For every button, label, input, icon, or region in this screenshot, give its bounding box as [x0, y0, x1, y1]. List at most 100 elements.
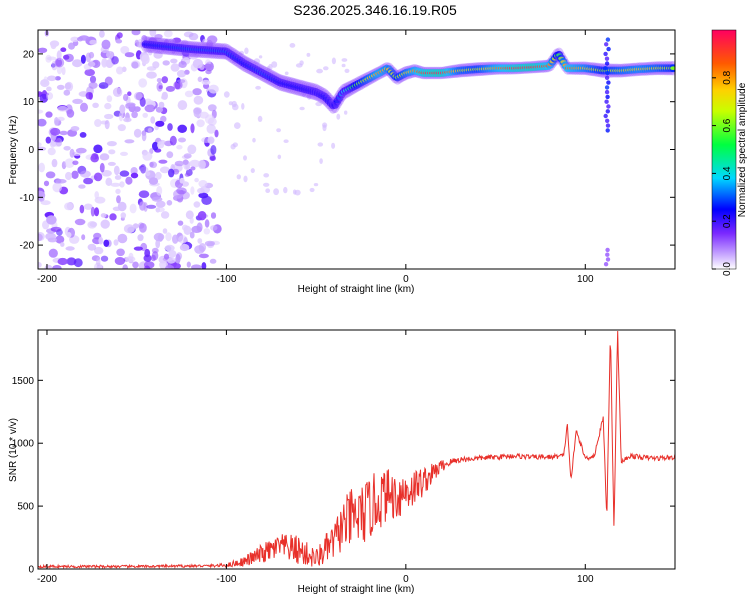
- noise-blob: [193, 201, 201, 208]
- noise-blob: [169, 135, 177, 146]
- noise-blob: [101, 39, 111, 50]
- noise-blob: [55, 235, 65, 244]
- noise-blob: [187, 144, 197, 155]
- noise-blob: [54, 76, 61, 81]
- y-tick-label: 1000: [12, 439, 35, 450]
- noise-blob: [331, 57, 336, 65]
- noise-blob: [64, 202, 73, 211]
- noise-blob: [66, 232, 72, 238]
- noise-blob: [100, 255, 109, 262]
- x-tick-label: 100: [577, 274, 594, 285]
- noise-blob: [283, 186, 288, 194]
- noise-blob: [131, 30, 141, 36]
- noise-blob: [139, 223, 147, 233]
- noise-blob: [158, 159, 168, 164]
- noise-blob: [236, 174, 241, 180]
- noise-blob: [189, 231, 195, 239]
- noise-blob: [118, 112, 124, 122]
- x-tick-label: -100: [216, 274, 236, 285]
- noise-blob: [83, 177, 94, 185]
- colorbar-tick-label: 0.8: [722, 70, 733, 84]
- noise-blob: [63, 89, 71, 96]
- noise-blob: [120, 151, 128, 156]
- noise-blob: [141, 54, 150, 65]
- noise-blob: [69, 148, 75, 158]
- spectrogram-marks: [38, 30, 675, 269]
- noise-blob: [79, 132, 87, 138]
- noise-blob: [40, 200, 51, 206]
- noise-blob: [160, 211, 170, 219]
- colorbar-gradient: [711, 29, 737, 270]
- streak-blob: [604, 75, 610, 81]
- noise-blob: [253, 58, 261, 65]
- noise-blob: [168, 250, 177, 258]
- noise-blob: [43, 180, 50, 187]
- noise-blob: [207, 104, 217, 112]
- noise-blob: [177, 220, 184, 226]
- noise-blob: [71, 170, 79, 179]
- noise-blob: [184, 90, 194, 98]
- noise-blob: [263, 173, 270, 178]
- noise-blob: [70, 126, 80, 132]
- noise-blob: [106, 95, 113, 103]
- noise-blob: [39, 93, 49, 103]
- noise-blob: [208, 84, 219, 94]
- colorbar-ticks: 0.0 0.2 0.4 0.6 0.8: [712, 70, 733, 276]
- noise-blob: [243, 155, 247, 161]
- noise-blob: [150, 254, 156, 262]
- noise-blob: [228, 101, 233, 106]
- noise-blob: [134, 39, 139, 47]
- noise-blob: [138, 190, 150, 198]
- noise-blob: [106, 141, 117, 147]
- noise-blob: [68, 42, 75, 50]
- noise-blob: [192, 88, 202, 96]
- y-tick-label: 0: [28, 145, 34, 156]
- noise-blob: [61, 66, 66, 76]
- noise-blob: [155, 120, 165, 127]
- noise-blob: [232, 103, 239, 111]
- noise-blob: [138, 78, 148, 88]
- noise-blob: [89, 39, 98, 45]
- noise-blob: [149, 161, 158, 169]
- x-tick-label: 100: [577, 574, 594, 585]
- noise-blob: [139, 97, 146, 107]
- noise-blob: [239, 50, 245, 56]
- noise-blob: [60, 242, 65, 247]
- noise-blob: [203, 228, 211, 235]
- noise-blob: [155, 239, 161, 249]
- streak-blob: [603, 262, 609, 267]
- noise-blob: [93, 172, 103, 182]
- noise-blob: [123, 117, 132, 123]
- noise-blob: [313, 183, 319, 187]
- noise-blob: [198, 180, 208, 188]
- noise-blob: [177, 124, 187, 133]
- noise-blob: [190, 123, 195, 134]
- noise-blob: [165, 85, 175, 92]
- noise-blob: [133, 128, 142, 138]
- noise-blob: [104, 113, 114, 120]
- noise-blob: [319, 158, 323, 165]
- noise-blob: [84, 68, 95, 77]
- noise-blob: [214, 129, 219, 138]
- noise-blob: [94, 207, 100, 217]
- noise-blob: [119, 181, 125, 188]
- noise-blob: [87, 243, 97, 251]
- noise-blob: [132, 261, 139, 269]
- noise-blob: [175, 253, 181, 264]
- noise-blob: [47, 75, 57, 82]
- x-tick-label: -200: [37, 574, 57, 585]
- streak-blob: [604, 61, 610, 66]
- noise-blob: [127, 91, 132, 96]
- noise-blob: [165, 232, 172, 242]
- noise-blob: [47, 147, 56, 156]
- noise-blob: [65, 246, 75, 251]
- noise-blob: [197, 211, 207, 221]
- noise-blob: [54, 57, 65, 68]
- noise-blob: [155, 207, 161, 213]
- noise-blob: [50, 127, 61, 136]
- noise-blob: [140, 164, 147, 174]
- noise-blob: [38, 162, 45, 173]
